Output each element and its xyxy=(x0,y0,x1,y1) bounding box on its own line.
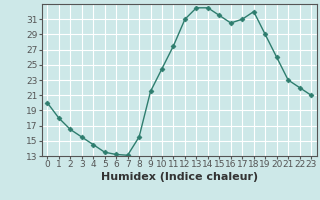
X-axis label: Humidex (Indice chaleur): Humidex (Indice chaleur) xyxy=(100,172,258,182)
